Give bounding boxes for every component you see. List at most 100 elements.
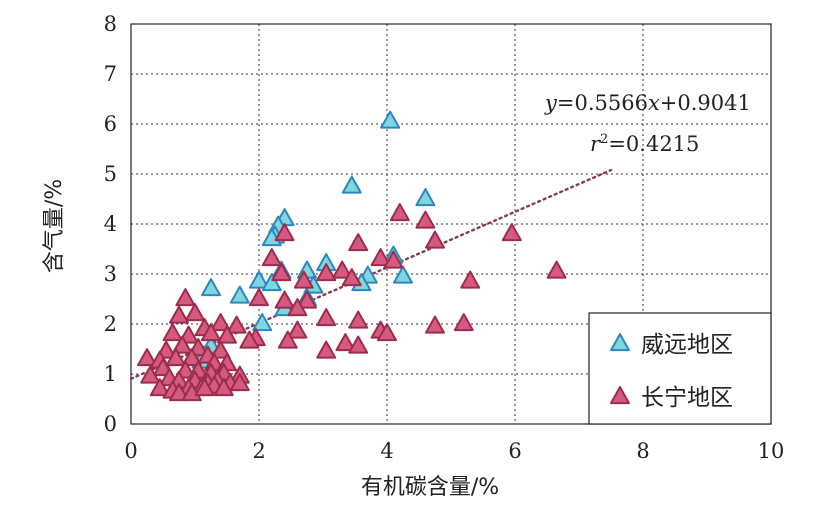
r-squared-value: =0.4215 — [608, 132, 699, 156]
data-point — [425, 230, 445, 249]
data-point — [172, 335, 193, 354]
regression-equation: y=0.5566x+0.9041 — [544, 91, 751, 115]
r-superscript: 2 — [600, 132, 608, 147]
data-point — [249, 288, 269, 307]
legend-label-weiyuan: 威远地区 — [641, 332, 733, 358]
equation-intercept: +0.9041 — [660, 91, 751, 115]
legend-box — [588, 312, 772, 425]
data-points — [137, 110, 567, 402]
legend-triangle — [610, 386, 630, 405]
data-point — [332, 260, 353, 279]
y-axis-label: 含气量/% — [42, 179, 67, 273]
data-point — [210, 340, 231, 359]
data-point — [274, 223, 295, 242]
data-point — [293, 270, 314, 289]
data-point — [181, 348, 202, 367]
legend-marker-changning — [610, 386, 630, 405]
data-point — [239, 330, 260, 349]
data-point — [460, 270, 481, 289]
legend-marker-weiyuan — [610, 333, 630, 352]
data-point — [297, 290, 317, 309]
equation-x-symbol: x — [648, 91, 660, 115]
legend: 威远地区 长宁地区 — [588, 312, 772, 425]
grid-lines — [131, 24, 771, 424]
equation-y-symbol: y — [544, 91, 558, 115]
x-tick-label: 10 — [758, 439, 785, 463]
y-tick-label: 2 — [104, 312, 117, 336]
legend-label-changning: 长宁地区 — [641, 385, 733, 411]
data-point — [415, 210, 436, 229]
data-point — [217, 325, 237, 344]
data-point — [149, 378, 170, 397]
data-point — [341, 268, 362, 287]
data-point — [229, 285, 250, 304]
data-point — [287, 320, 308, 339]
x-axis-label: 有机碳含量/% — [361, 475, 499, 500]
data-point — [377, 323, 397, 342]
x-tick-label: 6 — [508, 439, 521, 463]
equation-slope: =0.5566 — [557, 91, 648, 115]
data-point — [210, 313, 231, 332]
y-tick-label: 6 — [104, 112, 117, 136]
data-point — [271, 263, 292, 282]
data-point — [274, 290, 295, 309]
data-point — [316, 340, 337, 359]
data-point — [380, 110, 401, 129]
data-point — [341, 175, 362, 194]
x-axis-ticks: 0 2 4 6 8 10 — [124, 439, 784, 463]
data-point — [175, 288, 196, 307]
data-point — [229, 373, 250, 392]
data-point — [261, 248, 282, 267]
legend-triangle — [610, 333, 630, 352]
data-point — [425, 315, 445, 334]
data-point — [393, 265, 413, 284]
x-tick-label: 8 — [636, 439, 649, 463]
data-point — [415, 188, 436, 207]
x-tick-label: 0 — [124, 439, 137, 463]
y-tick-label: 8 — [104, 12, 117, 36]
data-point — [194, 378, 215, 397]
data-point — [348, 335, 369, 354]
data-point — [335, 333, 356, 352]
data-point — [249, 270, 269, 289]
data-point — [201, 278, 221, 297]
data-point — [252, 313, 273, 332]
data-point — [316, 308, 337, 327]
data-point — [169, 383, 189, 402]
data-point — [226, 315, 247, 334]
data-point — [261, 273, 282, 292]
data-point — [383, 250, 404, 269]
plot-frame — [130, 23, 772, 425]
data-point — [453, 313, 474, 332]
data-point — [546, 260, 567, 279]
y-tick-label: 3 — [104, 262, 117, 286]
data-point — [277, 330, 298, 349]
r-squared: r2=0.4215 — [590, 132, 699, 156]
data-point — [370, 248, 391, 267]
data-point — [137, 348, 157, 367]
r-symbol: r — [590, 132, 602, 156]
x-tick-label: 4 — [380, 439, 393, 463]
y-tick-label: 4 — [104, 212, 117, 236]
y-tick-label: 7 — [104, 62, 117, 86]
data-point — [316, 263, 337, 282]
data-point — [201, 323, 221, 342]
y-tick-label: 5 — [104, 162, 117, 186]
series-changning — [137, 203, 567, 402]
data-point — [213, 378, 234, 397]
x-tick-label: 2 — [252, 439, 265, 463]
data-point — [185, 303, 205, 322]
data-point — [389, 203, 410, 222]
data-point — [140, 365, 161, 384]
data-point — [165, 348, 186, 367]
data-point — [287, 298, 308, 317]
y-axis-ticks: 0 1 2 3 4 5 6 7 8 — [104, 12, 117, 436]
data-point — [501, 223, 522, 242]
y-tick-label: 0 — [104, 412, 117, 436]
y-tick-label: 1 — [104, 362, 117, 386]
data-point — [348, 233, 369, 252]
data-point — [348, 310, 369, 329]
data-point — [162, 323, 183, 342]
data-point — [169, 305, 189, 324]
